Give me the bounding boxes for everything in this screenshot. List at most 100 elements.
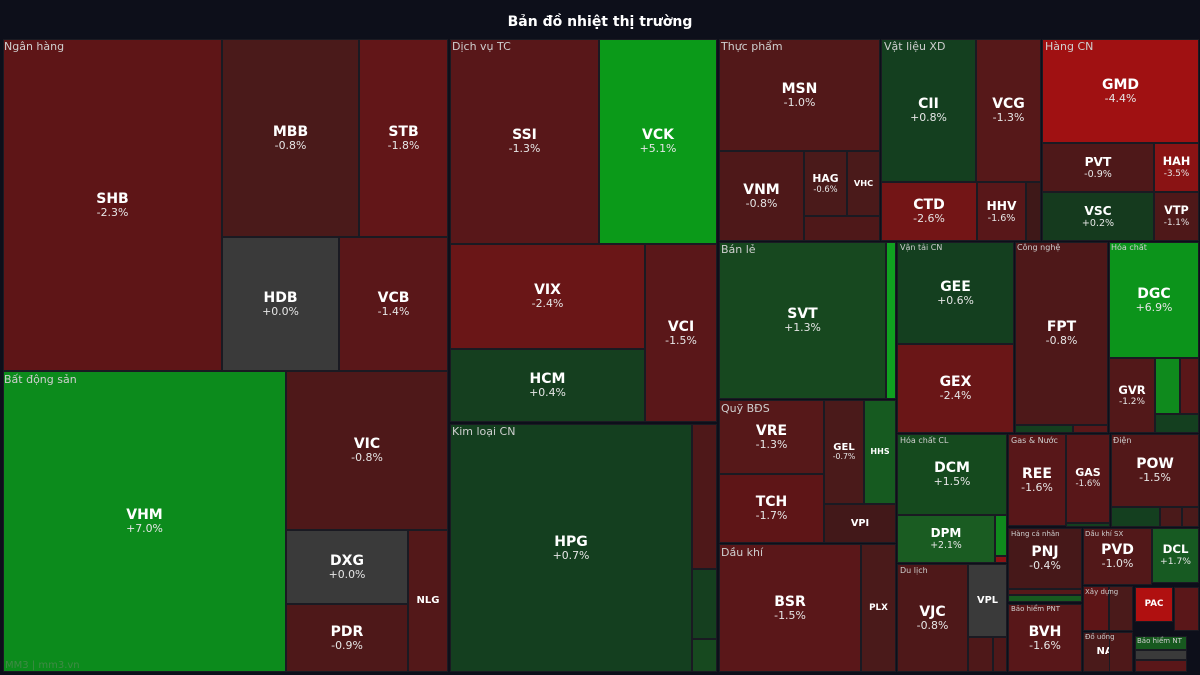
stock-tile[interactable] xyxy=(1109,632,1133,672)
stock-tile-nlg[interactable]: NLG xyxy=(408,530,448,672)
stock-tile-gmd[interactable]: GMD -4.4% xyxy=(1042,39,1199,143)
stock-tile-hcm[interactable]: HCM +0.4% xyxy=(450,349,645,422)
change-percent: -0.8% xyxy=(916,618,949,632)
stock-tile-dgc[interactable]: DGC +6.9% xyxy=(1109,242,1199,358)
stock-tile-vcg[interactable]: VCG -1.3% xyxy=(976,39,1041,182)
stock-tile-vsc[interactable]: VSC +0.2% xyxy=(1042,192,1154,241)
stock-tile-ree[interactable]: REE -1.6% xyxy=(1008,434,1066,526)
stock-tile-dxg[interactable]: DXG +0.0% xyxy=(286,530,408,604)
stock-tile[interactable] xyxy=(1066,523,1110,527)
change-percent: +0.7% xyxy=(552,548,590,562)
stock-tile[interactable] xyxy=(1015,425,1073,433)
change-percent: -3.5% xyxy=(1163,168,1190,179)
stock-tile[interactable] xyxy=(1135,650,1187,660)
stock-tile-gvr[interactable]: GVR -1.2% xyxy=(1109,358,1155,433)
stock-tile-vre[interactable]: VRE -1.3% xyxy=(719,400,824,474)
stock-tile-dcl[interactable]: DCL +1.7% xyxy=(1152,528,1199,583)
stock-tile[interactable] xyxy=(1111,507,1160,527)
stock-tile[interactable] xyxy=(1160,507,1182,527)
stock-tile-pvd[interactable]: PVD -1.0% xyxy=(1083,528,1152,585)
stock-tile[interactable] xyxy=(995,556,1007,563)
stock-tile[interactable] xyxy=(1073,425,1108,433)
stock-tile[interactable] xyxy=(1180,358,1199,414)
stock-tile-svt[interactable]: SVT +1.3% xyxy=(719,242,886,399)
stock-tile[interactable] xyxy=(1008,595,1082,602)
stock-tile-vix[interactable]: VIX -2.4% xyxy=(450,244,645,349)
stock-tile-ssi[interactable]: SSI -1.3% xyxy=(450,39,599,244)
stock-tile-vci[interactable]: VCI -1.5% xyxy=(645,244,717,422)
ticker-label: DGC xyxy=(1137,285,1171,302)
stock-tile-bsr[interactable]: BSR -1.5% xyxy=(719,544,861,672)
stock-tile[interactable] xyxy=(968,637,993,672)
change-percent: -0.9% xyxy=(1084,169,1112,181)
stock-tile-vhm[interactable]: VHM +7.0% xyxy=(3,371,286,672)
stock-tile[interactable] xyxy=(692,639,717,672)
stock-tile-vnm[interactable]: VNM -0.8% xyxy=(719,151,804,241)
ticker-label: NAF xyxy=(1096,646,1120,658)
stock-tile-plx[interactable]: PLX xyxy=(861,544,896,672)
stock-tile[interactable] xyxy=(804,216,880,241)
stock-tile[interactable] xyxy=(1109,586,1133,631)
stock-tile-bvh[interactable]: BVH -1.6% xyxy=(1008,604,1082,672)
stock-tile-dcm[interactable]: DCM +1.5% xyxy=(897,434,1007,515)
stock-tile-pvt[interactable]: PVT -0.9% xyxy=(1042,143,1154,192)
stock-tile-hpg[interactable]: HPG +0.7% xyxy=(450,424,692,672)
stock-tile-msn[interactable]: MSN -1.0% xyxy=(719,39,880,151)
stock-tile-pdr[interactable]: PDR -0.9% xyxy=(286,604,408,672)
ticker-label: VSC xyxy=(1084,203,1112,218)
stock-tile-pac[interactable]: PAC xyxy=(1135,587,1173,622)
stock-tile-gee[interactable]: GEE +0.6% xyxy=(897,242,1014,344)
stock-tile[interactable] xyxy=(692,569,717,639)
stock-tile-vtp[interactable]: VTP -1.1% xyxy=(1154,192,1199,241)
stock-tile-vpi[interactable]: VPI xyxy=(824,504,896,543)
stock-tile[interactable] xyxy=(1135,636,1187,650)
stock-tile[interactable] xyxy=(1174,587,1199,631)
stock-tile-vpl[interactable]: VPL xyxy=(968,564,1007,637)
stock-tile[interactable] xyxy=(886,242,896,399)
stock-tile-gas[interactable]: GAS -1.6% xyxy=(1066,434,1110,523)
stock-tile-dpm[interactable]: DPM +2.1% xyxy=(897,515,995,563)
change-percent: +7.0% xyxy=(126,522,163,536)
stock-tile-gex[interactable]: GEX -2.4% xyxy=(897,344,1014,433)
stock-tile-stb[interactable]: STB -1.8% xyxy=(359,39,448,237)
stock-tile-tch[interactable]: TCH -1.7% xyxy=(719,474,824,543)
ticker-label: POW xyxy=(1136,456,1174,473)
stock-tile-shb[interactable]: SHB -2.3% xyxy=(3,39,222,371)
stock-tile-vic[interactable]: VIC -0.8% xyxy=(286,371,448,530)
stock-tile-hah[interactable]: HAH -3.5% xyxy=(1154,143,1199,192)
ticker-label: PVD xyxy=(1101,542,1134,559)
ticker-label: DXG xyxy=(330,552,364,569)
stock-tile-vjc[interactable]: VJC -0.8% xyxy=(897,564,968,672)
stock-tile[interactable] xyxy=(1182,507,1199,527)
stock-tile-pnj[interactable]: PNJ -0.4% xyxy=(1008,528,1082,589)
ticker-label: NLG xyxy=(416,595,440,607)
stock-tile[interactable] xyxy=(1026,182,1041,241)
ticker-label: SHB xyxy=(96,190,129,207)
stock-tile-hdb[interactable]: HDB +0.0% xyxy=(222,237,339,371)
ticker-label: HAG xyxy=(812,171,839,185)
stock-tile-gel[interactable]: GEL -0.7% xyxy=(824,400,864,504)
stock-tile-hhs[interactable]: HHS xyxy=(864,400,896,504)
change-percent: +2.1% xyxy=(930,539,962,551)
ticker-label: GEX xyxy=(939,374,972,391)
stock-tile-mbb[interactable]: MBB -0.8% xyxy=(222,39,359,237)
stock-tile-hag[interactable]: HAG -0.6% xyxy=(804,151,847,216)
stock-tile-ctd[interactable]: CTD -2.6% xyxy=(881,182,977,241)
stock-tile[interactable] xyxy=(1155,414,1199,433)
stock-tile[interactable] xyxy=(1135,660,1187,672)
stock-tile-vck[interactable]: VCK +5.1% xyxy=(599,39,717,244)
stock-tile-fpt[interactable]: FPT -0.8% xyxy=(1015,242,1108,425)
stock-tile-vcb[interactable]: VCB -1.4% xyxy=(339,237,448,371)
stock-tile[interactable] xyxy=(995,515,1007,556)
stock-tile-hhv[interactable]: HHV -1.6% xyxy=(977,182,1026,241)
stock-tile-pow[interactable]: POW -1.5% xyxy=(1111,434,1199,507)
ticker-label: PLX xyxy=(869,602,888,613)
change-percent: -1.3% xyxy=(992,111,1025,125)
stock-tile[interactable] xyxy=(1008,589,1082,595)
stock-tile-vhc[interactable]: VHC xyxy=(847,151,880,216)
stock-tile[interactable] xyxy=(1155,358,1180,414)
stock-tile[interactable] xyxy=(692,424,717,569)
stock-tile[interactable] xyxy=(993,637,1007,672)
stock-tile-cii[interactable]: CII +0.8% xyxy=(881,39,976,182)
stock-tile[interactable] xyxy=(1083,586,1109,631)
